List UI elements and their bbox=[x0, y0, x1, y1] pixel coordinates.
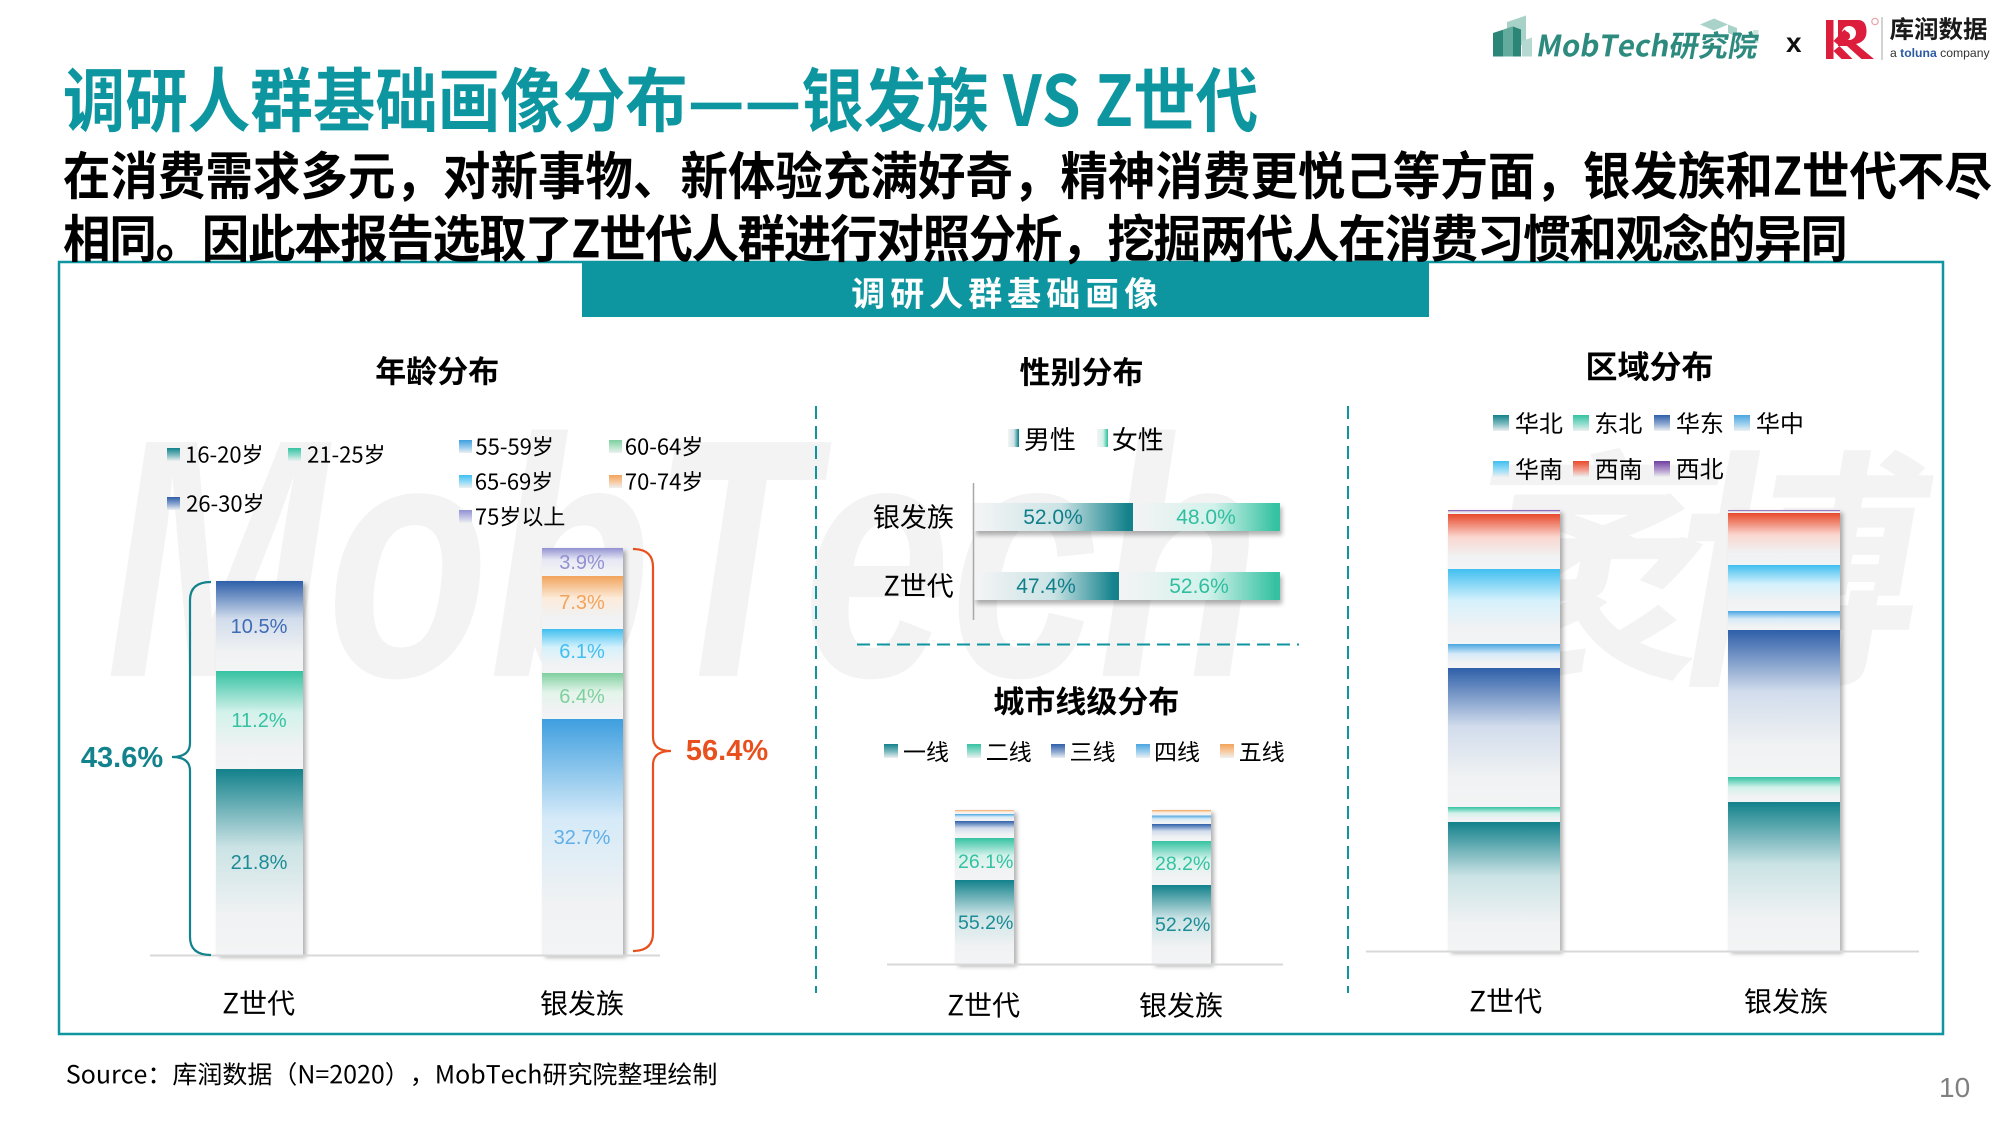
svg-text:56.4%: 56.4% bbox=[686, 735, 768, 767]
svg-text:28.2%: 28.2% bbox=[1155, 853, 1210, 875]
svg-text:10: 10 bbox=[1939, 1072, 1970, 1103]
svg-text:21.8%: 21.8% bbox=[231, 852, 288, 874]
svg-text:6.1%: 6.1% bbox=[559, 641, 605, 663]
svg-text:43.6%: 43.6% bbox=[81, 742, 163, 774]
svg-text:32.7%: 32.7% bbox=[554, 827, 611, 849]
svg-text:7.3%: 7.3% bbox=[559, 592, 605, 614]
svg-text:52.0%: 52.0% bbox=[1023, 506, 1083, 529]
svg-text:6.4%: 6.4% bbox=[559, 686, 605, 708]
svg-text:55.2%: 55.2% bbox=[958, 912, 1013, 934]
svg-text:a toluna company: a toluna company bbox=[1890, 46, 1990, 60]
svg-text:11.2%: 11.2% bbox=[231, 710, 286, 732]
svg-text:26.1%: 26.1% bbox=[958, 851, 1013, 873]
svg-text:x: x bbox=[1786, 27, 1802, 58]
svg-text:3.9%: 3.9% bbox=[559, 552, 605, 574]
svg-text:52.6%: 52.6% bbox=[1169, 575, 1229, 598]
svg-text:10.5%: 10.5% bbox=[231, 616, 288, 638]
svg-text:48.0%: 48.0% bbox=[1176, 506, 1236, 529]
svg-text:52.2%: 52.2% bbox=[1155, 914, 1210, 936]
svg-text:47.4%: 47.4% bbox=[1016, 575, 1076, 598]
